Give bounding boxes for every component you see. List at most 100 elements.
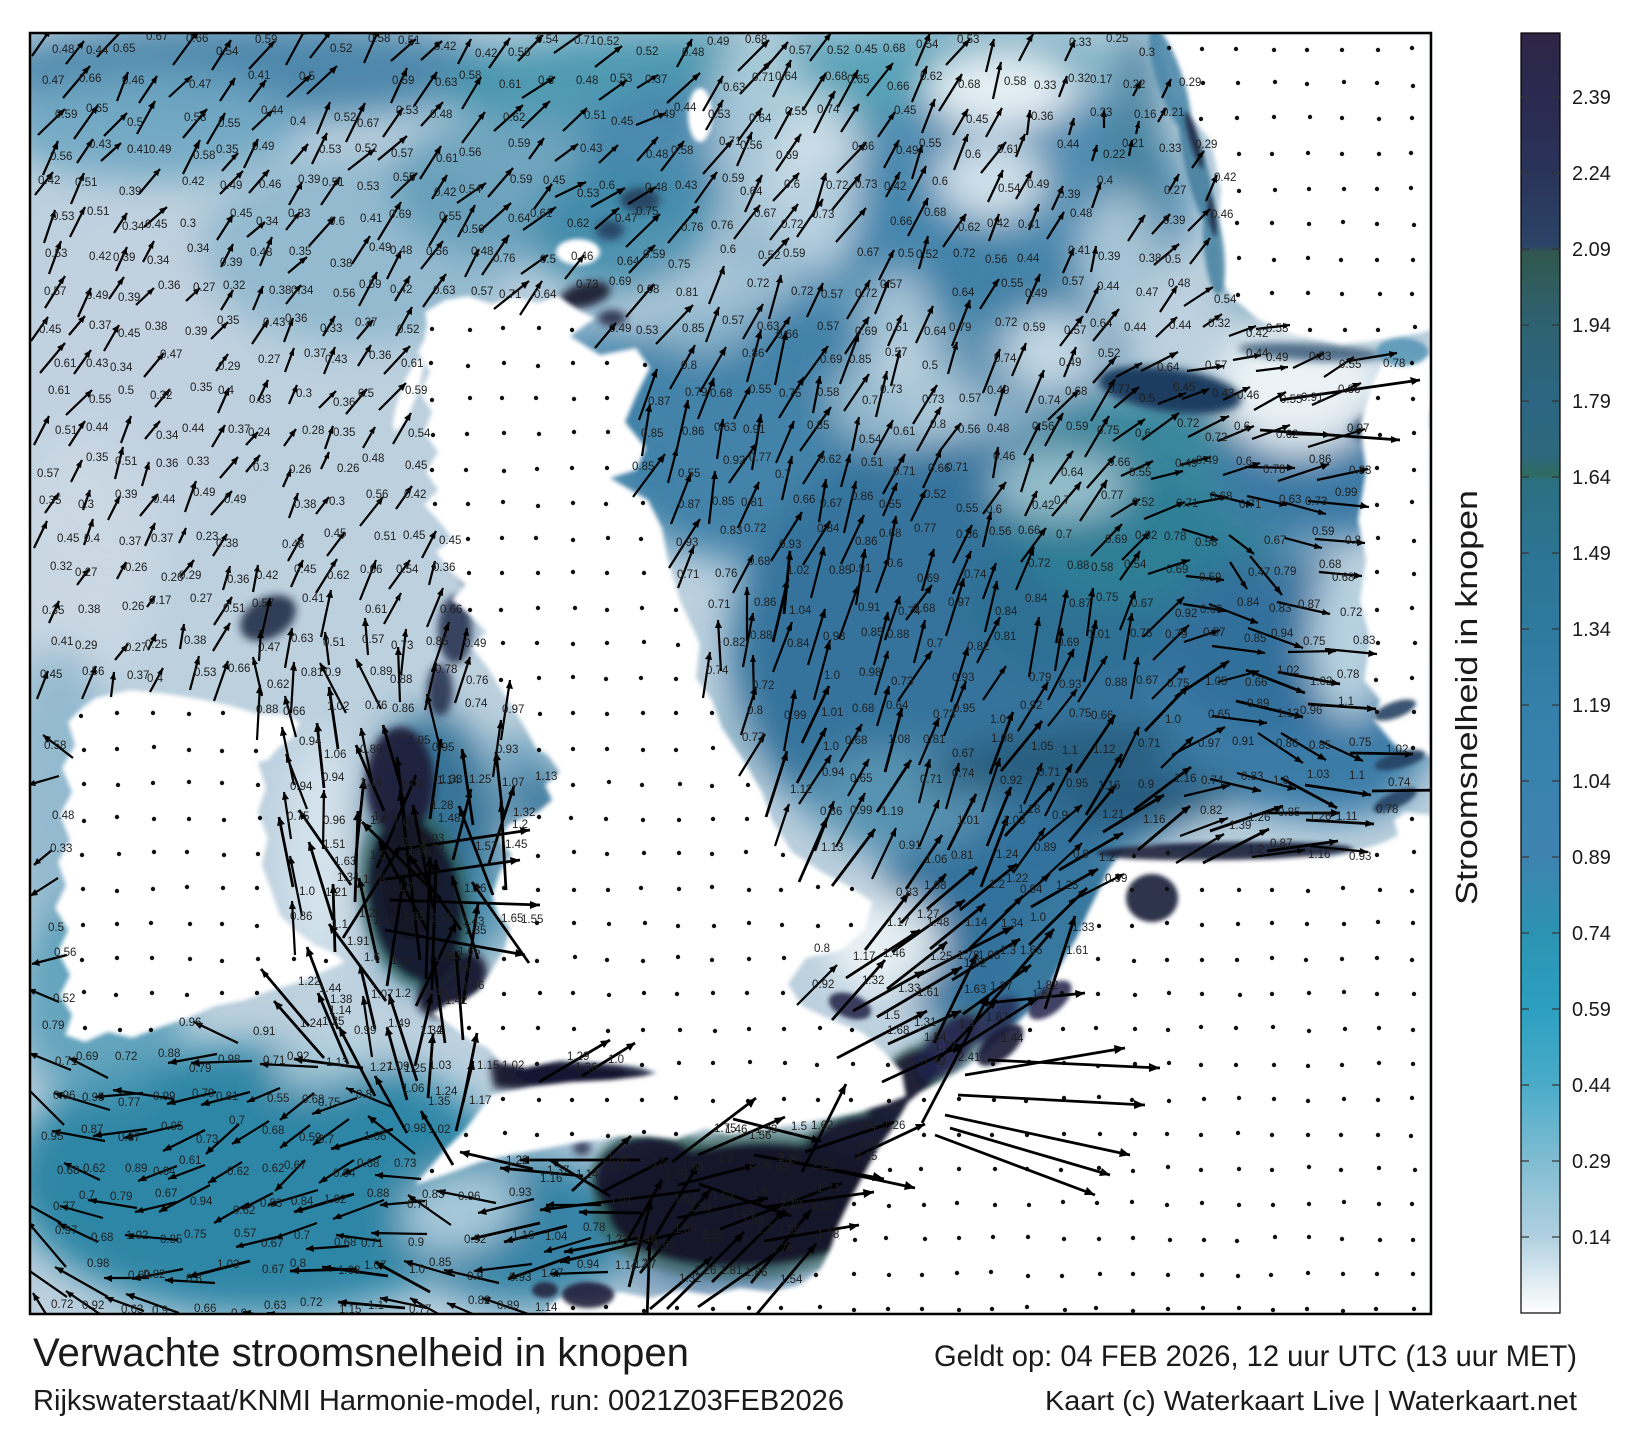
- svg-text:0.7: 0.7: [1054, 495, 1070, 507]
- svg-text:0.64: 0.64: [617, 256, 640, 268]
- svg-text:Verwachte stroomsnelheid in kn: Verwachte stroomsnelheid in knopen: [33, 1331, 689, 1375]
- svg-text:0.85: 0.85: [712, 496, 734, 508]
- svg-text:0.27: 0.27: [1164, 185, 1186, 197]
- svg-text:0.9: 0.9: [231, 1308, 247, 1320]
- svg-text:1.58: 1.58: [817, 1229, 839, 1241]
- svg-text:0.45: 0.45: [230, 208, 252, 220]
- svg-text:0.55: 0.55: [956, 503, 978, 515]
- svg-text:0.63: 0.63: [433, 285, 455, 297]
- svg-text:1.21: 1.21: [325, 887, 347, 899]
- svg-text:0.77: 0.77: [53, 1201, 75, 1213]
- svg-text:0.74: 0.74: [994, 353, 1017, 365]
- svg-text:0.49: 0.49: [1196, 455, 1218, 467]
- svg-text:0.64: 0.64: [924, 326, 947, 338]
- svg-text:0.72: 0.72: [1340, 607, 1362, 619]
- svg-text:0.6: 0.6: [720, 244, 736, 256]
- svg-text:0.5: 0.5: [127, 117, 143, 129]
- svg-text:1.91: 1.91: [347, 936, 369, 948]
- svg-text:0.73: 0.73: [391, 640, 413, 652]
- svg-text:0.3: 0.3: [180, 218, 196, 230]
- svg-text:0.88: 0.88: [158, 1048, 180, 1060]
- svg-text:1.2: 1.2: [632, 1258, 648, 1270]
- svg-text:0.78: 0.78: [1164, 531, 1186, 543]
- svg-text:0.54: 0.54: [459, 184, 482, 196]
- svg-text:0.99: 0.99: [354, 1025, 376, 1037]
- svg-text:0.36: 0.36: [1031, 111, 1053, 123]
- svg-text:0.75: 0.75: [318, 1097, 340, 1109]
- svg-text:0.75: 0.75: [184, 1229, 206, 1241]
- svg-text:0.46: 0.46: [993, 451, 1015, 463]
- svg-text:1.7: 1.7: [398, 882, 414, 894]
- svg-text:1.05: 1.05: [1031, 741, 1053, 753]
- svg-text:1.16: 1.16: [540, 1173, 562, 1185]
- svg-text:1.0: 1.0: [1030, 912, 1046, 924]
- svg-text:0.66: 0.66: [79, 73, 101, 85]
- svg-text:0.39: 0.39: [115, 489, 137, 501]
- svg-text:0.51: 0.51: [861, 457, 883, 469]
- svg-text:1.34: 1.34: [1001, 918, 1024, 930]
- svg-text:0.4: 0.4: [84, 533, 101, 545]
- svg-text:0.79: 0.79: [110, 1191, 132, 1203]
- svg-text:0.89: 0.89: [1572, 847, 1611, 869]
- svg-text:0.72: 0.72: [747, 278, 769, 290]
- svg-text:0.79: 0.79: [949, 322, 971, 334]
- svg-text:2.2: 2.2: [779, 1154, 795, 1166]
- svg-text:0.95: 0.95: [41, 1131, 63, 1143]
- svg-text:0.75: 0.75: [668, 259, 690, 271]
- svg-text:0.58: 0.58: [1091, 562, 1113, 574]
- svg-text:1.05: 1.05: [1205, 676, 1227, 688]
- svg-text:0.67: 0.67: [952, 748, 974, 760]
- svg-text:1.26: 1.26: [1309, 811, 1331, 823]
- svg-text:0.9: 0.9: [325, 667, 341, 679]
- svg-text:0.42: 0.42: [1246, 328, 1268, 340]
- svg-text:1.45: 1.45: [505, 839, 527, 851]
- svg-text:0.45: 0.45: [324, 528, 346, 540]
- svg-text:0.78: 0.78: [1337, 669, 1359, 681]
- svg-text:2.09: 2.09: [1572, 239, 1611, 261]
- svg-text:0.49: 0.49: [224, 494, 246, 506]
- svg-text:0.42: 0.42: [38, 175, 60, 187]
- svg-text:0.99: 0.99: [153, 1091, 175, 1103]
- svg-text:0.36: 0.36: [158, 280, 180, 292]
- svg-text:1.49: 1.49: [425, 987, 447, 999]
- svg-text:0.57: 0.57: [234, 1228, 256, 1240]
- svg-text:1.14: 1.14: [329, 1005, 352, 1017]
- svg-text:1.07: 1.07: [364, 1260, 386, 1272]
- svg-text:1.85: 1.85: [408, 846, 430, 858]
- svg-text:0.69: 0.69: [917, 573, 939, 585]
- svg-text:1.14: 1.14: [602, 1160, 625, 1172]
- svg-text:0.35: 0.35: [333, 427, 355, 439]
- svg-text:0.73: 0.73: [576, 279, 598, 291]
- svg-text:0.54: 0.54: [408, 428, 431, 440]
- svg-text:0.65: 0.65: [113, 43, 135, 55]
- svg-text:0.32: 0.32: [50, 561, 72, 573]
- svg-text:0.48: 0.48: [362, 453, 384, 465]
- svg-text:0.86: 0.86: [754, 597, 776, 609]
- svg-text:1.35: 1.35: [464, 925, 486, 937]
- svg-text:0.64: 0.64: [749, 113, 772, 125]
- svg-text:0.48: 0.48: [987, 423, 1009, 435]
- svg-text:0.44: 0.44: [182, 423, 205, 435]
- svg-text:0.95: 0.95: [1066, 778, 1088, 790]
- svg-text:0.39: 0.39: [119, 186, 141, 198]
- svg-text:0.22: 0.22: [1123, 79, 1145, 91]
- svg-text:2.03: 2.03: [422, 833, 444, 845]
- svg-text:0.51: 0.51: [75, 177, 97, 189]
- svg-text:0.3: 0.3: [329, 496, 345, 508]
- svg-text:0.84: 0.84: [817, 523, 840, 535]
- svg-text:0.5: 0.5: [922, 360, 938, 372]
- svg-text:0.94: 0.94: [1271, 628, 1294, 640]
- svg-text:0.9: 0.9: [408, 1237, 424, 1249]
- svg-text:0.65: 0.65: [86, 103, 108, 115]
- svg-text:0.9: 0.9: [1052, 810, 1068, 822]
- svg-text:0.26: 0.26: [289, 464, 311, 476]
- svg-text:0.59: 0.59: [1312, 526, 1334, 538]
- svg-text:1.22: 1.22: [506, 1155, 528, 1167]
- svg-text:0.49: 0.49: [707, 36, 729, 48]
- svg-text:0.91: 0.91: [743, 424, 765, 436]
- svg-text:0.93: 0.93: [676, 537, 698, 549]
- svg-text:0.66: 0.66: [1245, 677, 1267, 689]
- svg-text:0.57: 0.57: [391, 148, 413, 160]
- svg-text:0.49: 0.49: [1059, 357, 1081, 369]
- svg-text:0.6: 0.6: [965, 149, 981, 161]
